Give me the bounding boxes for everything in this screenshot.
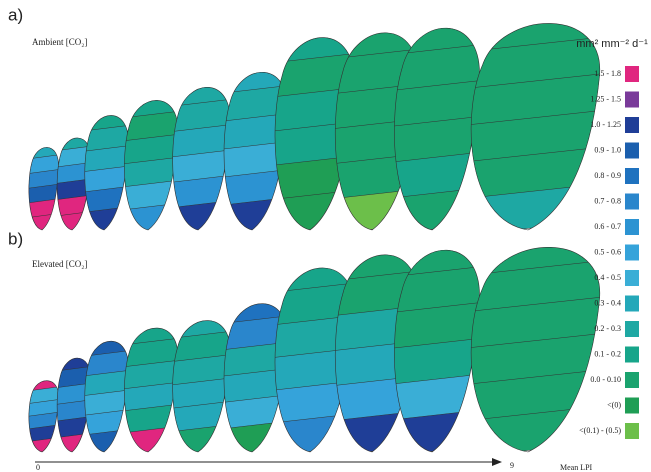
legend-label: 0.4 - 0.5 xyxy=(594,273,621,282)
panel-letter: a) xyxy=(8,5,23,24)
legend-swatch xyxy=(625,423,639,439)
legend-label: 0.8 - 0.9 xyxy=(594,171,621,180)
legend-swatch xyxy=(625,321,639,337)
legend-label: 0.7 - 0.8 xyxy=(594,196,621,205)
legend-swatch xyxy=(625,245,639,261)
legend-swatch xyxy=(625,168,639,184)
legend-label: 0.0 - 0.10 xyxy=(590,375,621,384)
axis-start: 0 xyxy=(36,463,40,472)
legend-swatch xyxy=(625,270,639,286)
legend-label: 0.6 - 0.7 xyxy=(594,222,621,231)
legend-title: mm² mm⁻² d⁻¹ xyxy=(576,38,648,50)
legend-swatch xyxy=(625,398,639,414)
arrow-head xyxy=(492,458,502,466)
legend-swatch xyxy=(625,194,639,210)
legend-label: 1.25 - 1.5 xyxy=(590,94,621,103)
legend-swatch xyxy=(625,92,639,108)
legend-label: 0.5 - 0.6 xyxy=(594,247,621,256)
legend-label: <(0.1) - (0.5) xyxy=(579,426,621,435)
legend-label: <(0) xyxy=(607,400,621,409)
legend-label: 0.1 - 0.2 xyxy=(594,349,621,358)
panel-label: Elevated [CO₂] xyxy=(32,259,87,269)
legend-swatch xyxy=(625,117,639,133)
axis-label: Mean LPI xyxy=(560,463,593,472)
legend-label: 0.9 - 1.0 xyxy=(594,145,621,154)
legend-swatch xyxy=(625,372,639,388)
panel-label: Ambient [CO₂] xyxy=(32,37,87,47)
panel-letter: b) xyxy=(8,229,23,248)
legend-swatch xyxy=(625,66,639,82)
legend-swatch xyxy=(625,143,639,159)
legend-label: 1.0 - 1.25 xyxy=(590,120,621,129)
legend-swatch xyxy=(625,347,639,363)
legend-label: 1.5 - 1.8 xyxy=(594,69,621,78)
axis-end: 9 xyxy=(510,461,514,470)
legend-swatch xyxy=(625,219,639,235)
figure: a) Ambient [CO₂] b) Elevated [CO₂] mm² m… xyxy=(0,0,651,472)
leaf-maps xyxy=(12,5,651,464)
legend-swatch xyxy=(625,296,639,312)
legend-label: 0.3 - 0.4 xyxy=(594,298,621,307)
legend-label: 0.2 - 0.3 xyxy=(594,324,621,333)
